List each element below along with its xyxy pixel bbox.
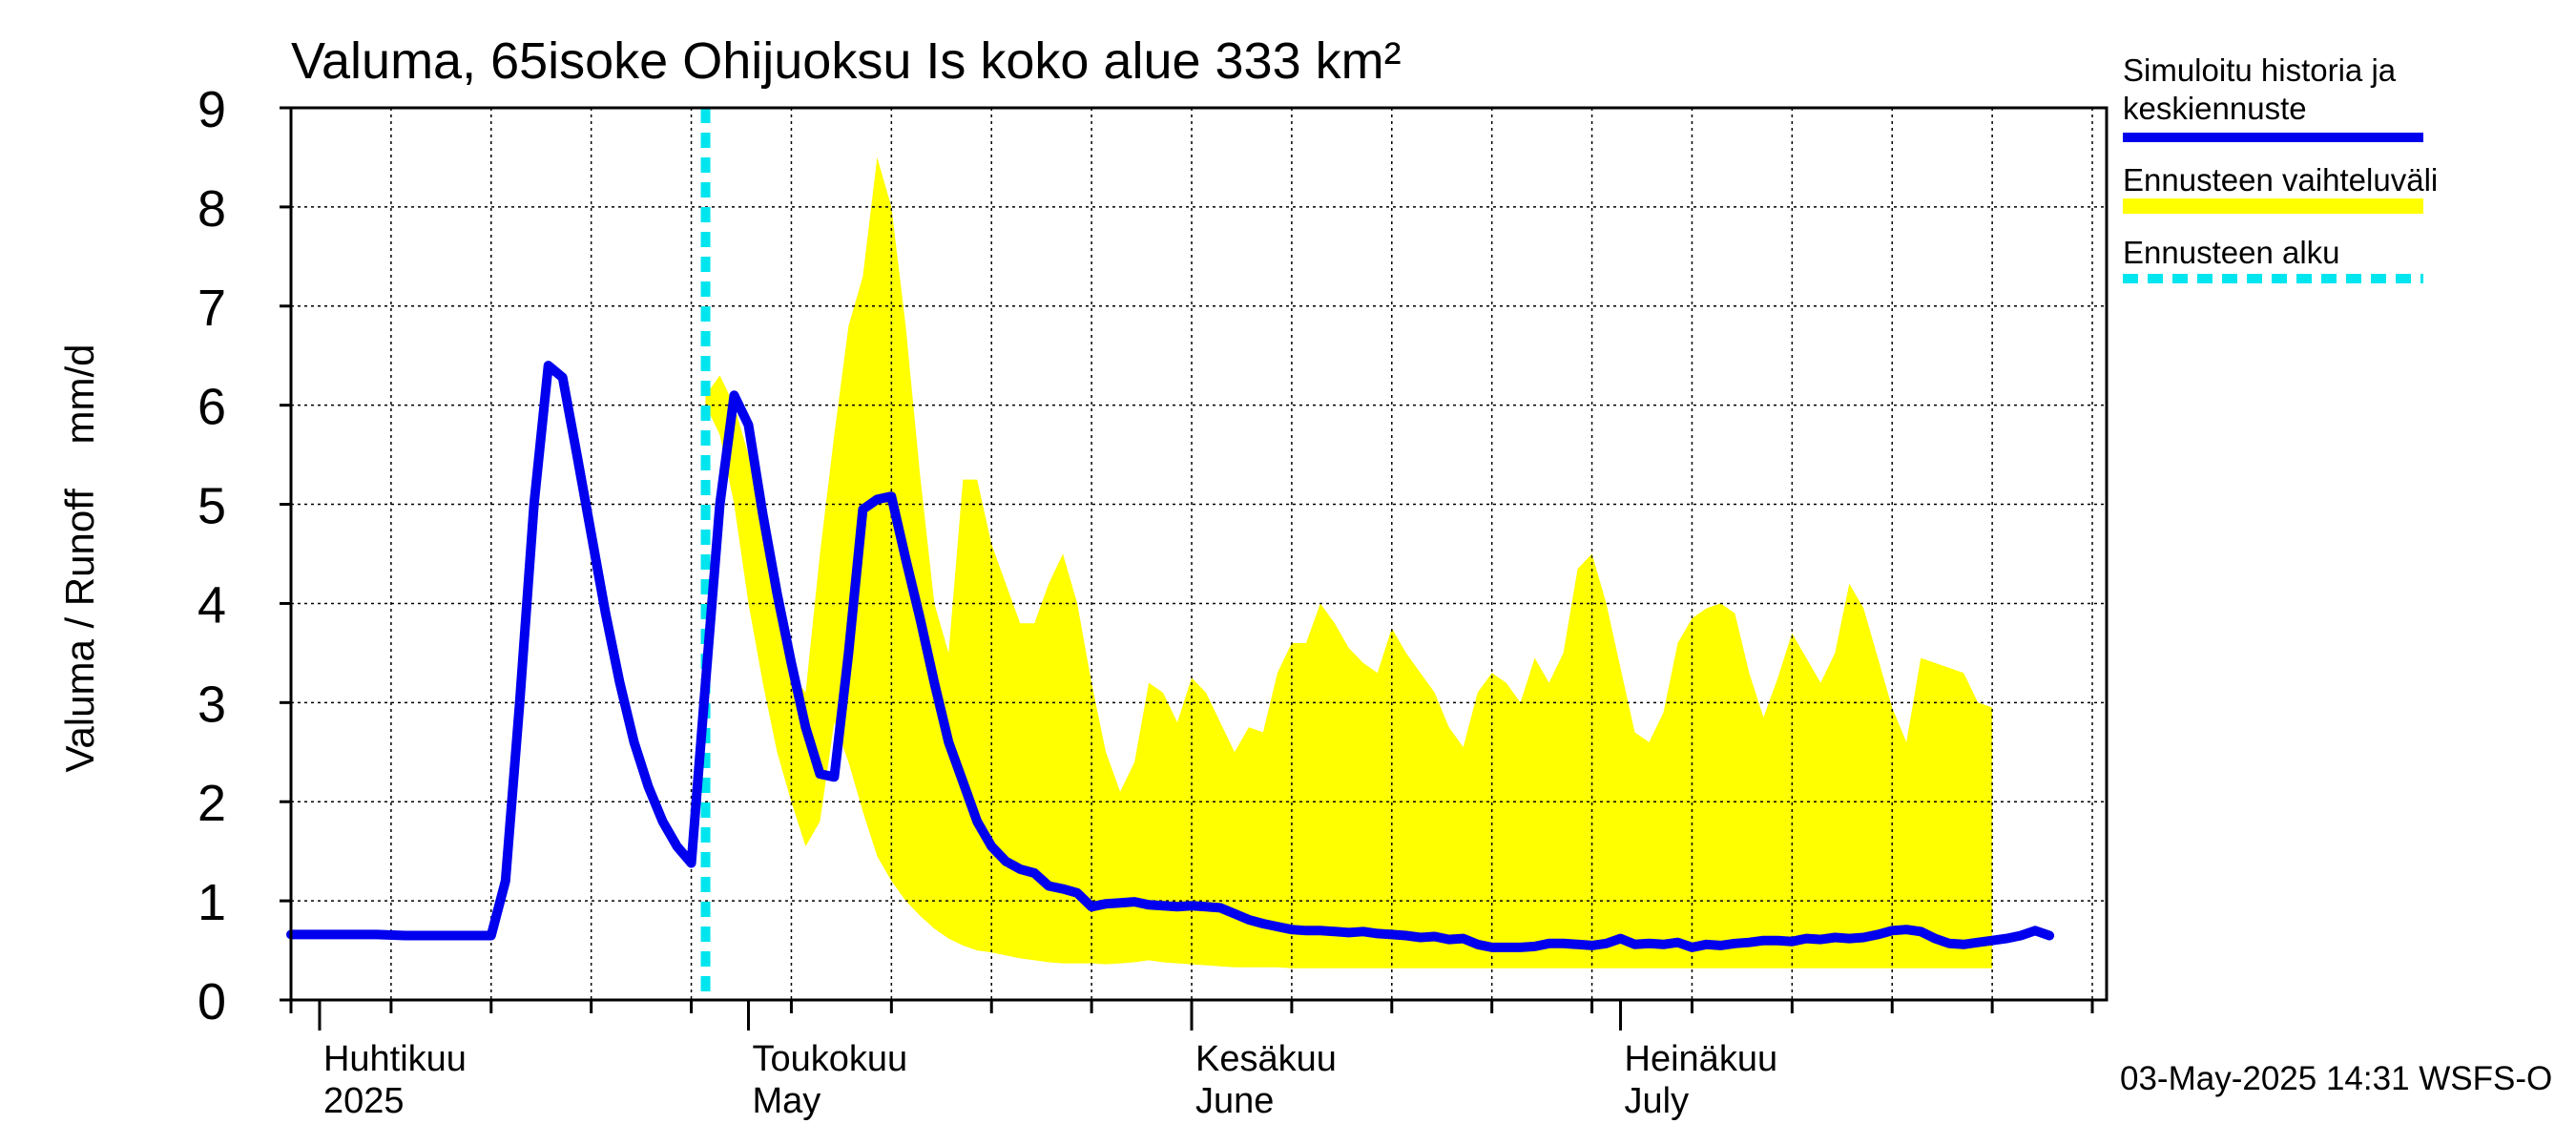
y-tick-label: 4 — [197, 576, 226, 634]
legend-label-range: Ennusteen vaihteluväli — [2123, 162, 2438, 198]
forecast-range-band — [705, 156, 1993, 968]
y-axis: 0 1 2 3 4 5 6 7 8 9 — [197, 81, 291, 1030]
y-tick-label: 0 — [197, 973, 226, 1030]
legend: Simuloitu historia ja keskiennuste Ennust… — [2123, 52, 2438, 283]
y-tick-label: 6 — [197, 379, 226, 436]
legend-label-simulated: Simuloitu historia ja keskiennuste — [2123, 52, 2397, 126]
month-label-fi: Heinäkuu — [1625, 1039, 1778, 1079]
simulated-runoff-line — [286, 361, 2055, 952]
forecast-range-area — [705, 156, 1993, 968]
y-tick-label: 1 — [197, 874, 226, 931]
y-tick-label: 3 — [197, 676, 226, 733]
y-tick-label: 5 — [197, 478, 226, 535]
plot-frame — [289, 106, 2109, 1002]
month-label-en: July — [1625, 1081, 1690, 1121]
chart-title: Valuma, 65isoke Ohijuoksu Is koko alue 3… — [291, 32, 1402, 90]
y-tick-label: 9 — [197, 81, 226, 138]
y-tick-label: 7 — [197, 280, 226, 337]
y-tick-label: 2 — [197, 775, 226, 832]
month-label-fi: Huhtikuu — [323, 1039, 467, 1079]
month-label-en: May — [752, 1081, 821, 1121]
y-axis-label: Valuma / Runoff mm/d — [57, 344, 102, 773]
timestamp-footer: 03-May-2025 14:31 WSFS-O — [2120, 1060, 2552, 1097]
month-label-en: 2025 — [323, 1081, 405, 1121]
y-tick-label: 8 — [197, 180, 226, 238]
month-label-fi: Kesäkuu — [1195, 1039, 1337, 1079]
month-label-en: June — [1195, 1081, 1274, 1121]
legend-label-forecast-start: Ennusteen alku — [2123, 235, 2340, 270]
month-label-fi: Toukokuu — [752, 1039, 907, 1079]
